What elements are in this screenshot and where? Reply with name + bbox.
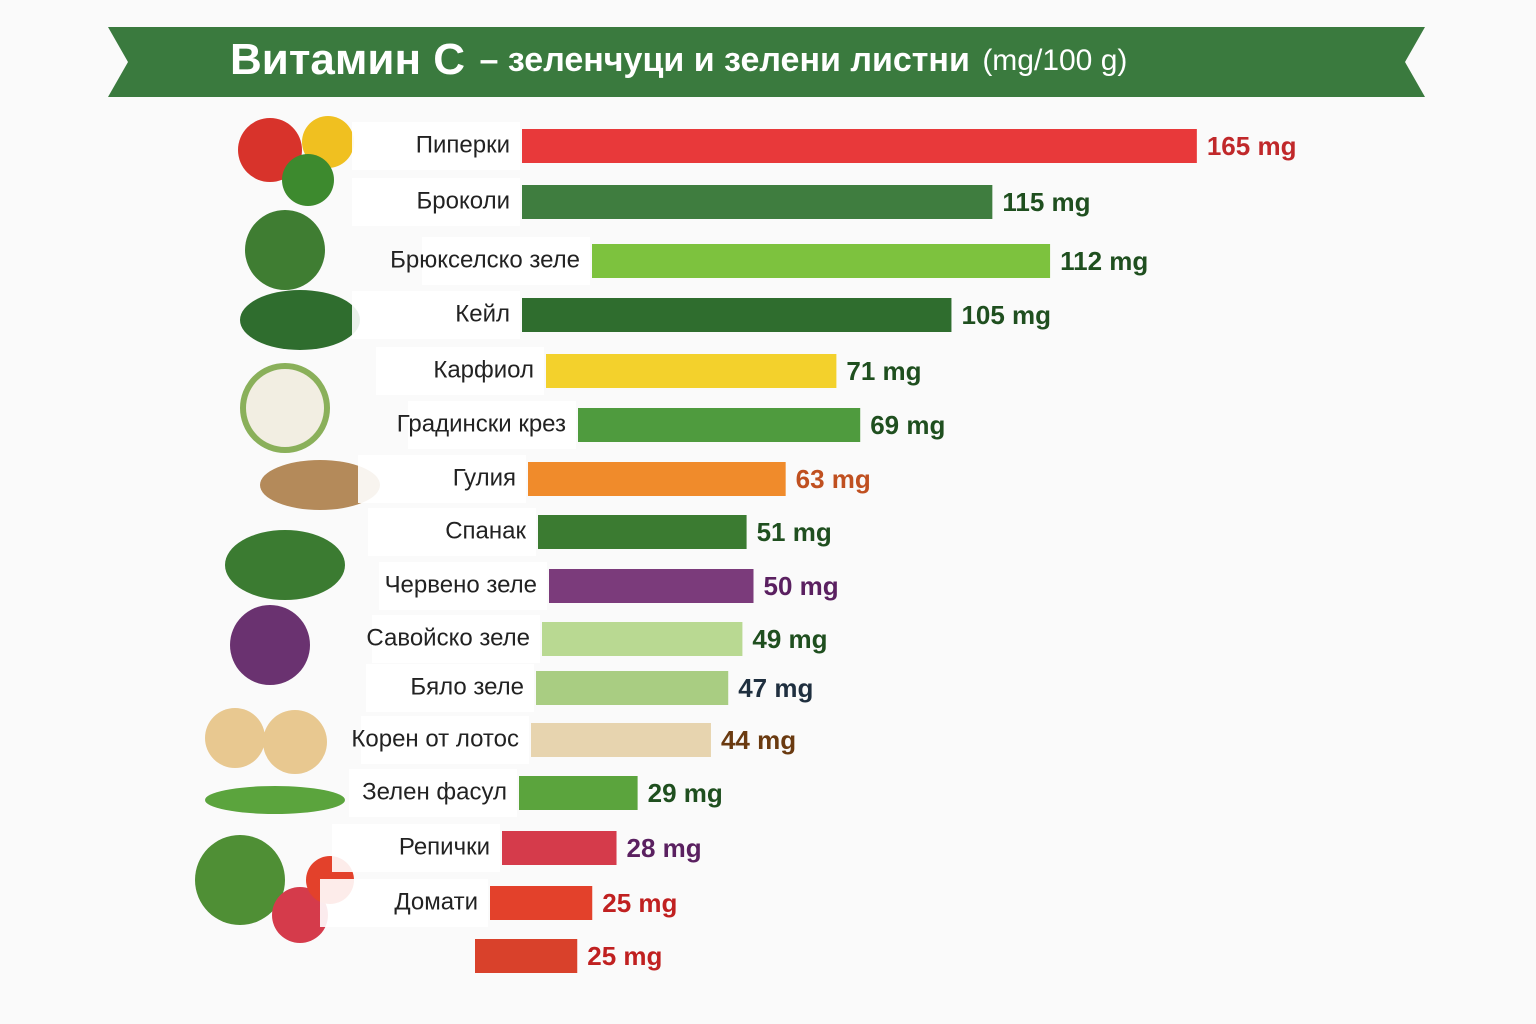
value-label: 44 mg — [721, 725, 796, 755]
label-card — [379, 562, 547, 610]
category-label: Червено зеле — [385, 571, 537, 598]
label-card — [320, 879, 488, 927]
category-label: Гулия — [453, 464, 516, 491]
label-card — [352, 291, 520, 339]
bar — [549, 569, 754, 603]
category-label: Пиперки — [416, 131, 510, 158]
bar — [502, 831, 617, 865]
label-card — [352, 122, 520, 170]
bar — [592, 244, 1051, 278]
category-label: Кейл — [455, 300, 510, 327]
category-label: Зелен фасул — [362, 778, 507, 805]
bar — [522, 185, 993, 219]
label-card — [349, 769, 517, 817]
value-label: 69 mg — [870, 410, 945, 440]
value-label: 29 mg — [648, 778, 723, 808]
category-label: Карфиол — [433, 356, 534, 383]
value-label: 105 mg — [961, 300, 1051, 330]
label-card — [376, 347, 544, 395]
category-label: Градински крез — [397, 410, 566, 437]
value-label: 71 mg — [846, 356, 921, 386]
bar — [531, 723, 711, 757]
icon-leaves — [195, 835, 285, 925]
category-label: Броколи — [417, 187, 510, 214]
category-label: Репички — [399, 833, 490, 860]
unit-label: (mg/100 g) — [982, 44, 1127, 77]
value-label: 50 mg — [764, 571, 839, 601]
bar — [536, 671, 729, 705]
icon-radish — [272, 887, 328, 943]
label-card — [358, 455, 526, 503]
icon-spinach — [225, 530, 345, 600]
bar — [522, 129, 1197, 163]
category-label: Корен от лотос — [351, 725, 519, 752]
bar — [490, 886, 593, 920]
chart-subtitle: – зеленчуци и зелени листни — [479, 41, 969, 79]
value-label: 112 mg — [1060, 246, 1148, 276]
label-card — [361, 716, 529, 764]
decor — [195, 116, 380, 943]
icon-beans — [205, 786, 345, 814]
value-label: 47 mg — [738, 673, 813, 703]
icon-lotus — [205, 708, 265, 768]
bar — [538, 515, 747, 549]
category-label: Брюкселско зеле — [390, 246, 580, 273]
icon-broccoli — [245, 210, 325, 290]
value-label: 165 mg — [1207, 131, 1297, 161]
label-card — [352, 178, 520, 226]
category-label: Бяло зеле — [410, 673, 524, 700]
label-card — [366, 664, 534, 712]
value-label: 115 mg — [1002, 187, 1090, 217]
value-label: 28 mg — [627, 833, 702, 863]
bar — [519, 776, 638, 810]
value-label: 25 mg — [602, 888, 677, 918]
bar — [475, 939, 578, 973]
icon-pepper — [282, 154, 334, 206]
value-label: 25 mg — [587, 941, 662, 971]
icon-red-cabbage — [230, 605, 310, 685]
icon-kale — [240, 290, 360, 350]
value-label: 51 mg — [757, 517, 832, 547]
title-banner — [108, 27, 1425, 97]
icon-pepper — [238, 118, 302, 182]
label-card — [332, 824, 500, 872]
label-card — [372, 615, 540, 663]
label-card — [408, 401, 576, 449]
icon-tuber — [260, 460, 380, 510]
bar — [522, 298, 952, 332]
label-card — [422, 237, 590, 285]
icon-lotus — [263, 710, 327, 774]
bar — [546, 354, 837, 388]
value-label: 63 mg — [796, 464, 871, 494]
icon-cauliflower — [240, 363, 330, 453]
bar — [542, 622, 743, 656]
value-label: 49 mg — [752, 624, 827, 654]
category-label: Домати — [394, 888, 478, 915]
chart-title: Витамин C — [230, 35, 465, 84]
chart-title-group: Витамин C – зеленчуци и зелени листни (m… — [230, 35, 1127, 84]
bar — [528, 462, 786, 496]
bar — [578, 408, 861, 442]
label-card — [368, 508, 536, 556]
category-label: Савойско зеле — [366, 624, 530, 651]
category-label: Спанак — [445, 517, 526, 544]
